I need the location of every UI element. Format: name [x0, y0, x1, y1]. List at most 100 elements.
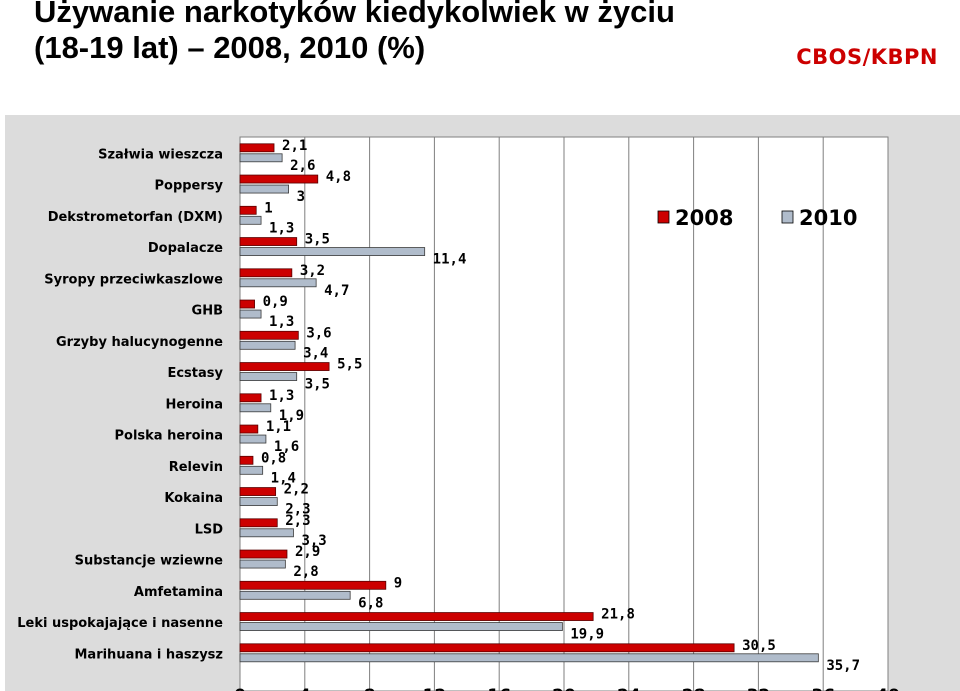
bar-2008 [239, 237, 298, 246]
category-label: Kokaina [164, 491, 223, 506]
x-tick-label: 16 [487, 686, 511, 691]
category-label: Leki uspokajające i nasenne [17, 616, 223, 631]
bar-2010 [239, 309, 262, 319]
data-label-2010: 3,5 [305, 377, 330, 393]
category-label: Substancje wziewne [75, 554, 224, 569]
data-label-2010: 1,4 [271, 470, 296, 486]
category-label: Ecstasy [167, 366, 223, 381]
data-label-2008: 2,1 [282, 138, 307, 154]
category-label: LSD [195, 522, 224, 537]
data-label-2008: 30,5 [742, 638, 776, 654]
category-label: Relevin [169, 460, 223, 475]
bar-2010 [239, 215, 262, 225]
category-label: Marihuana i haszysz [74, 647, 223, 662]
data-label-2010: 3,4 [303, 345, 328, 361]
category-label: Syropy przeciwkaszlowe [44, 272, 223, 287]
bar-2010 [239, 403, 272, 413]
data-label-2010: 2,6 [290, 158, 315, 174]
data-label-2008: 4,8 [326, 169, 351, 185]
category-label: GHB [192, 304, 223, 319]
x-tick-label: 24 [617, 686, 641, 691]
bar-2010 [239, 278, 317, 288]
category-label: Dekstrometorfan (DXM) [48, 210, 223, 225]
bar-2010 [239, 590, 351, 600]
bar-2010 [239, 247, 426, 256]
data-label-2008: 2,3 [285, 513, 310, 529]
bar-2008 [239, 518, 278, 528]
x-tick-label: 28 [682, 686, 706, 691]
data-label-2008: 1,3 [269, 388, 294, 404]
title-line-1: Używanie narkotyków kiedykolwiek w życiu [34, 0, 675, 29]
bar-2008 [239, 362, 330, 371]
data-label-2010: 1,9 [279, 408, 304, 424]
x-tick-label: 36 [811, 686, 835, 691]
bar-2008 [239, 205, 257, 215]
data-label-2010: 3,3 [301, 533, 326, 549]
bar-2008 [239, 612, 594, 621]
data-label-2008: 1,1 [266, 419, 291, 435]
bar-2010 [239, 559, 286, 569]
bar-2008 [239, 268, 293, 278]
data-label-2008: 2,9 [295, 544, 320, 560]
bar-2010 [239, 372, 298, 381]
x-tick-label: 12 [423, 686, 447, 691]
bar-2008 [239, 487, 277, 496]
legend-swatch-2008 [657, 210, 670, 224]
x-tick-label: 0 [234, 686, 246, 691]
data-label-2010: 4,7 [324, 283, 349, 299]
bar-2010 [239, 340, 296, 350]
x-tick-label: 32 [747, 686, 771, 691]
category-label: Polska heroina [115, 429, 224, 444]
category-label: Grzyby halucynogenne [56, 335, 223, 350]
data-label-2010: 1,3 [269, 314, 294, 330]
source-label: CBOS/KBPN [796, 45, 938, 69]
bar-2008 [239, 580, 387, 590]
bar-2008 [239, 455, 254, 465]
bar-2010 [239, 434, 267, 444]
bar-2010 [239, 622, 563, 631]
category-label: Poppersy [154, 179, 223, 194]
x-tick-label: 4 [299, 686, 311, 691]
bar-2010 [239, 528, 294, 538]
data-label-2010: 2,3 [285, 502, 310, 518]
data-label-2010: 6,8 [358, 595, 383, 611]
title-line-2: (18-19 lat) – 2008, 2010 (%) [34, 30, 426, 65]
data-label-2010: 3 [297, 189, 305, 205]
data-label-2008: 3,2 [300, 263, 325, 279]
bar-2008 [239, 549, 288, 559]
x-tick-label: 20 [552, 686, 576, 691]
data-label-2010: 35,7 [826, 658, 860, 674]
data-label-2008: 21,8 [601, 607, 635, 623]
data-label-2010: 1,3 [269, 220, 294, 236]
data-label-2010: 19,9 [570, 627, 604, 643]
x-tick-label: 40 [876, 686, 900, 691]
data-label-2008: 1 [264, 200, 272, 216]
legend-swatch-2010 [781, 210, 794, 224]
data-label-2008: 3,6 [306, 325, 331, 341]
data-label-2008: 0,8 [261, 450, 286, 466]
data-label-2008: 3,5 [305, 232, 330, 248]
category-label: Heroina [165, 397, 223, 412]
bar-2008 [239, 299, 255, 309]
legend-label-2010: 2010 [799, 206, 857, 230]
bar-2008 [239, 643, 735, 653]
bar-2008 [239, 424, 259, 434]
category-label: Amfetamina [134, 585, 223, 600]
legend-label-2008: 2008 [675, 206, 733, 230]
data-label-2008: 2,2 [284, 482, 309, 498]
x-tick-label: 8 [364, 686, 376, 691]
data-label-2010: 11,4 [433, 252, 467, 268]
bar-2010 [239, 653, 819, 663]
category-label: Dopalacze [148, 241, 223, 256]
bar-2010 [239, 184, 289, 194]
bar-2010 [239, 497, 278, 506]
bar-2010 [239, 153, 283, 163]
data-label-2010: 1,6 [274, 439, 299, 455]
bar-2008 [239, 330, 299, 340]
page-title: Używanie narkotyków kiedykolwiek w życiu… [34, 0, 675, 66]
bar-2010 [239, 465, 264, 475]
data-label-2008: 9 [394, 575, 402, 591]
bar-2008 [239, 393, 262, 403]
bar-2008 [239, 174, 319, 184]
